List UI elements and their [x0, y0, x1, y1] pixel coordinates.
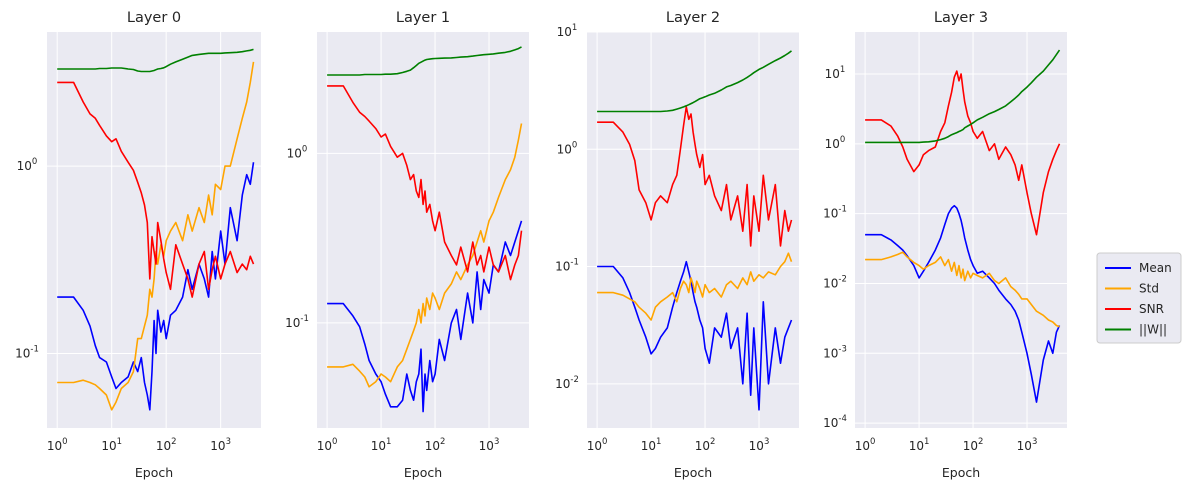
series-line-mean	[865, 204, 1061, 403]
series-line-mean	[57, 162, 255, 411]
panel-title: Layer 0	[127, 10, 181, 26]
x-tick-label: 101	[641, 437, 662, 453]
series-line-snr	[865, 70, 1061, 236]
plot-background	[855, 32, 1067, 428]
panel-title: Layer 1	[396, 10, 450, 26]
panel-3: 100 101 102 103 10-4 10-3 10-2 10-1 100 101 Layer …	[823, 10, 1067, 480]
plot-background	[317, 32, 529, 428]
panel-2: 100 101 102 103 10-2 10-1 100 101 Layer 2 Epoch	[555, 10, 799, 480]
x-tick-label: 102	[156, 437, 177, 453]
y-tick-label: 10-4	[823, 414, 847, 430]
x-tick-label: 102	[963, 437, 984, 453]
y-tick-label: 100	[557, 140, 578, 156]
legend: Mean Std SNR ||W||	[1096, 252, 1182, 344]
plot-background	[47, 32, 261, 428]
series-line-snr	[57, 81, 255, 298]
series-line-w	[327, 46, 522, 76]
x-tick-label: 100	[855, 437, 876, 453]
series-line-mean	[597, 260, 793, 411]
panel-1: 100 101 102 103 10-1 100 Layer 1 Epoch	[285, 10, 529, 480]
legend-label: ||W||	[1139, 323, 1167, 337]
y-tick-label: 100	[825, 135, 846, 151]
series-line-w	[57, 48, 254, 73]
plot-background	[587, 32, 799, 428]
y-tick-label: 101	[825, 65, 846, 81]
series-line-mean	[327, 220, 523, 413]
x-tick-label: 101	[909, 437, 930, 453]
series-line-snr	[327, 85, 523, 281]
y-tick-label: 10-1	[555, 258, 579, 274]
y-tick-label: 10-1	[15, 344, 39, 360]
x-tick-label: 100	[587, 437, 608, 453]
panel-title: Layer 2	[666, 10, 720, 26]
legend-label: Std	[1139, 282, 1159, 296]
y-tick-label: 10-2	[823, 274, 847, 290]
panel-title: Layer 3	[934, 10, 988, 26]
series-group	[57, 48, 255, 411]
y-tick-label: 10-1	[285, 314, 309, 330]
series-group	[865, 49, 1061, 403]
x-tick-label: 103	[210, 437, 231, 453]
x-axis-label: Epoch	[942, 465, 980, 480]
y-tick-label: 101	[557, 23, 578, 39]
y-tick-label: 10-3	[823, 344, 847, 360]
x-axis-label: Epoch	[674, 465, 712, 480]
y-tick-label: 10-2	[555, 375, 579, 391]
x-axis-label: Epoch	[404, 465, 442, 480]
series-group	[597, 50, 793, 411]
series-line-std	[57, 61, 255, 411]
series-line-std	[865, 251, 1060, 328]
series-line-std	[327, 123, 523, 388]
series-group	[327, 46, 523, 413]
x-tick-label: 101	[371, 437, 392, 453]
y-tick-label: 100	[17, 157, 38, 173]
x-tick-label: 100	[317, 437, 338, 453]
series-line-snr	[597, 106, 793, 247]
x-tick-label: 103	[1017, 437, 1038, 453]
legend-box	[1096, 252, 1182, 344]
y-tick-label: 10-1	[823, 205, 847, 221]
x-tick-label: 103	[479, 437, 500, 453]
panel-0: 100 101 102 103 10-1 100 Layer 0 Epoch	[15, 10, 261, 480]
x-axis-label: Epoch	[135, 465, 173, 480]
x-tick-label: 101	[101, 437, 122, 453]
x-tick-label: 102	[425, 437, 446, 453]
series-line-std	[597, 252, 793, 321]
y-tick-label: 100	[287, 144, 308, 160]
series-line-w	[597, 50, 792, 113]
legend-label: SNR	[1139, 302, 1164, 316]
legend-label: Mean	[1139, 261, 1172, 275]
x-tick-label: 103	[749, 437, 770, 453]
series-line-w	[865, 49, 1061, 144]
x-tick-label: 100	[47, 437, 68, 453]
x-tick-label: 102	[695, 437, 716, 453]
